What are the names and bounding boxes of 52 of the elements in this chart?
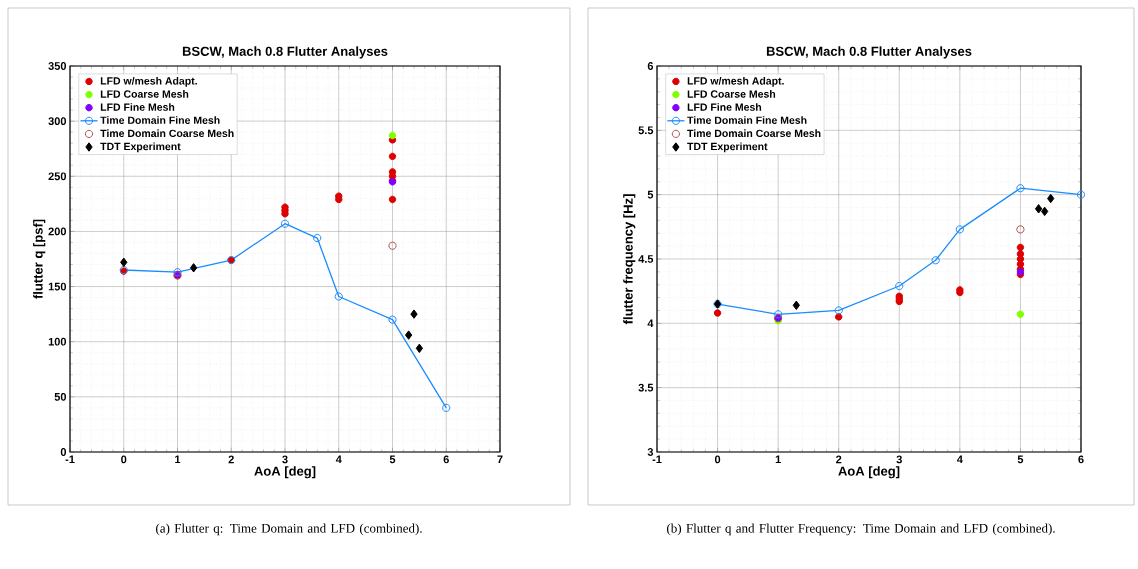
y-tick-label: 3.5 bbox=[638, 383, 654, 392]
x-tick-label: 4 bbox=[335, 455, 342, 464]
x-tick-label: 0 bbox=[121, 455, 127, 464]
y-tick-label: 5.5 bbox=[638, 126, 654, 135]
x-tick-label: 2 bbox=[836, 455, 842, 464]
x-tick-label: 6 bbox=[443, 455, 449, 464]
x-tick-label: 0 bbox=[714, 455, 721, 464]
chart-title: BSCW, Mach 0.8 Flutter Analyses bbox=[182, 46, 388, 59]
text: (b) Flutter q and Flutter Frequency: Time Domain and LFD (combined). bbox=[667, 523, 1055, 536]
y-tick-label: 3 bbox=[647, 448, 654, 456]
y-tick-label: 350 bbox=[48, 62, 67, 70]
x-tick-label: 2 bbox=[228, 455, 234, 464]
y-tick-label: 100 bbox=[48, 337, 67, 346]
y-tick-label: 300 bbox=[48, 117, 67, 126]
x-tick-label: 6 bbox=[1078, 455, 1084, 464]
x-axis-title: AoA [deg] bbox=[838, 466, 900, 479]
y-tick-label: 150 bbox=[48, 282, 67, 291]
x-tick-label: 3 bbox=[282, 455, 288, 464]
y-tick-label: 200 bbox=[48, 227, 67, 236]
legend-label: TDT Experiment bbox=[687, 142, 768, 153]
x-tick-label: 1 bbox=[775, 455, 781, 464]
x-tick-label: 4 bbox=[956, 455, 963, 464]
y-tick-label: 4.5 bbox=[638, 255, 654, 263]
y-tick-label: 250 bbox=[48, 172, 67, 181]
x-axis-title: AoA [deg] bbox=[254, 466, 316, 479]
legend-label: Time Domain Coarse Mesh bbox=[100, 129, 234, 138]
legend-label: Time Domain Fine Mesh bbox=[100, 116, 220, 124]
legend-label: LFD Fine Mesh bbox=[687, 103, 762, 111]
y-tick-label: 0 bbox=[60, 448, 67, 456]
x-tick-label: 5 bbox=[389, 455, 396, 464]
legend-label: LFD w/mesh Adapt. bbox=[687, 76, 784, 87]
y-tick-label: 4 bbox=[647, 319, 654, 328]
x-tick-label: 5 bbox=[1017, 455, 1024, 464]
y-axis-title: flutter q [psf] bbox=[33, 219, 46, 299]
legend-label: LFD Coarse Mesh bbox=[687, 90, 776, 98]
legend-label: LFD Coarse Mesh bbox=[100, 90, 189, 98]
y-axis-title: flutter frequency [Hz] bbox=[623, 194, 636, 325]
x-tick-label: -1 bbox=[65, 455, 75, 464]
x-tick-label: -1 bbox=[652, 455, 662, 464]
x-tick-label: 1 bbox=[175, 455, 181, 464]
legend-label: TDT Experiment bbox=[100, 142, 181, 153]
text: (a) Flutter q: Time Domain and LFD (combined). bbox=[156, 523, 422, 536]
x-tick-label: 3 bbox=[896, 455, 902, 464]
x-tick-label: 7 bbox=[497, 455, 503, 464]
legend-label: Time Domain Fine Mesh bbox=[687, 116, 807, 124]
legend-label: Time Domain Coarse Mesh bbox=[687, 129, 821, 138]
y-tick-label: 50 bbox=[54, 392, 67, 401]
y-tick-label: 5 bbox=[647, 190, 654, 199]
chart-title: BSCW, Mach 0.8 Flutter Analyses bbox=[766, 46, 972, 59]
y-tick-label: 6 bbox=[647, 62, 654, 70]
legend-label: LFD Fine Mesh bbox=[100, 103, 175, 111]
legend-label: LFD w/mesh Adapt. bbox=[100, 76, 197, 87]
